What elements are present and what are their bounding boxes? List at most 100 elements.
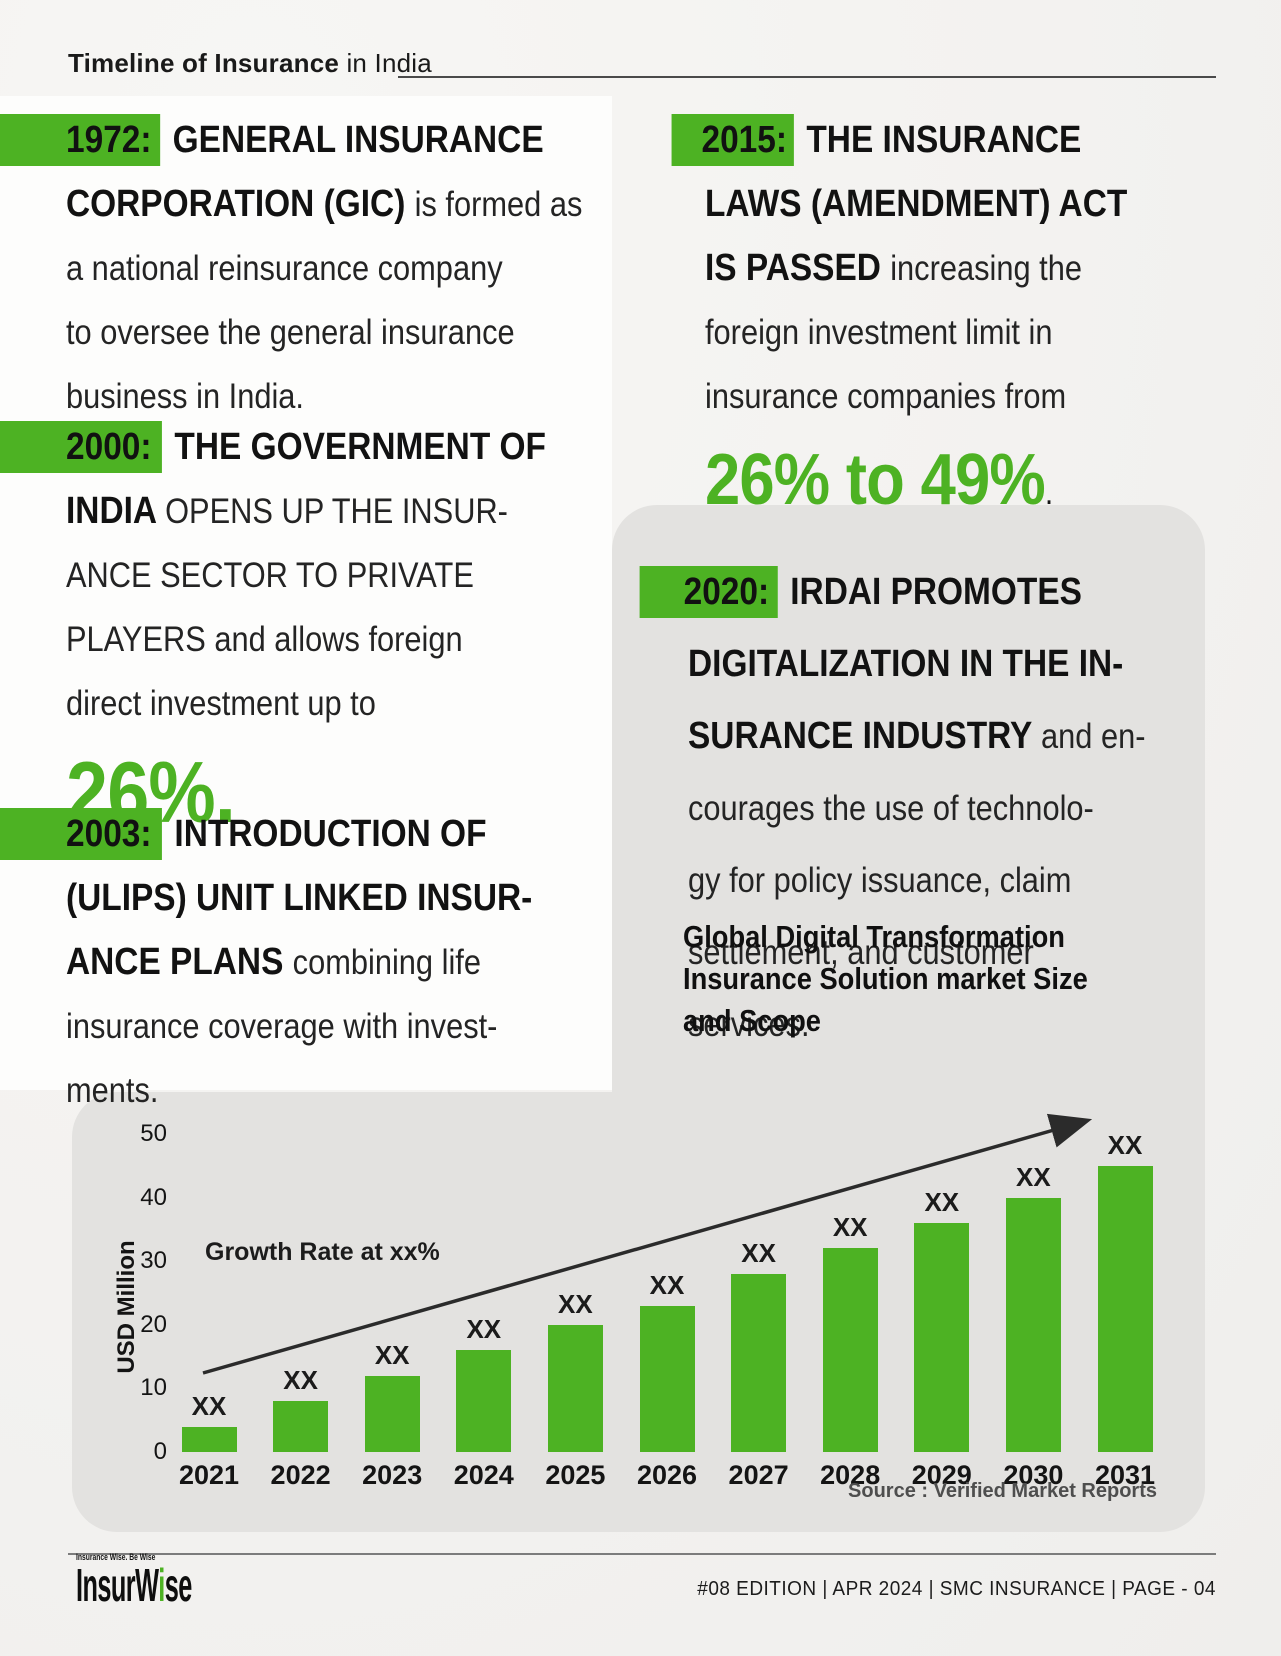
bar-value-label: XX <box>1107 1130 1143 1160</box>
bar-2023 <box>364 1376 420 1452</box>
y-tick: 0 <box>153 1438 167 1465</box>
entry-text: services. <box>688 1005 810 1044</box>
entry-text: ANCE PLANS <box>66 941 293 983</box>
entry-text: gy for policy issuance, claim <box>688 861 1072 900</box>
x-tick: 2031 <box>1094 1460 1156 1490</box>
entry-text: and en- <box>1041 717 1146 756</box>
entry-line: settlement, and customer <box>688 920 1145 992</box>
x-tick: 2029 <box>911 1460 972 1490</box>
left-column-panel <box>0 96 612 1090</box>
entry-text: settlement, and customer <box>688 933 1034 972</box>
entry-line: gy for policy issuance, claim <box>688 848 1145 920</box>
bar-value-label: XX <box>374 1340 410 1370</box>
entry-text: ANCE SECTOR TO PRIVATE <box>66 556 474 595</box>
entry-text: DIGITALIZATION IN THE IN- <box>688 643 1124 685</box>
entry-line: IS PASSED increasing the <box>705 240 1127 304</box>
entry-line: insurance companies from <box>705 368 1127 432</box>
bar-2026 <box>639 1306 695 1452</box>
bar-value-label: XX <box>924 1187 960 1217</box>
x-tick: 2022 <box>270 1460 331 1490</box>
entry-line: DIGITALIZATION IN THE IN- <box>688 632 1145 704</box>
entry-text: insurance coverage with invest- <box>66 1007 498 1046</box>
chart-title-line: Global Digital Transformation <box>683 919 1065 954</box>
entry-text: insurance companies from <box>705 377 1067 416</box>
timeline-entry-2020: 2020: IRDAI PROMOTES DIGITALIZATION IN THE… <box>639 560 1146 1064</box>
y-tick: 50 <box>140 1120 167 1147</box>
bar-value-label: XX <box>741 1238 776 1268</box>
y-tick: 40 <box>140 1183 167 1211</box>
x-tick: 2025 <box>545 1460 606 1490</box>
entry-line: (ULIPS) UNIT LINKED INSUR- <box>66 870 532 934</box>
entry-text: . <box>1044 474 1054 512</box>
entry-line: 1972: GENERAL INSURANCE <box>0 112 582 176</box>
bar-value-label: XX <box>558 1289 593 1319</box>
entry-line: business in India. <box>66 368 582 432</box>
chart-title-line: Insurance Solution market Size <box>683 961 1088 996</box>
x-tick: 2026 <box>636 1460 698 1490</box>
entry-text: THE GOVERNMENT OF <box>174 426 546 468</box>
timeline-entry-1972: 1972: GENERAL INSURANCE CORPORATION (GIC) … <box>0 112 583 432</box>
entry-line: ANCE SECTOR TO PRIVATE <box>66 547 546 611</box>
entry-text: INDIA <box>66 490 166 532</box>
entry-line: PLAYERS and allows foreign <box>66 611 546 675</box>
entry-line: LAWS (AMENDMENT) ACT <box>705 176 1127 240</box>
bar-2021 <box>181 1427 237 1452</box>
bar-2028 <box>822 1248 878 1452</box>
footer-rule <box>68 1553 1216 1555</box>
bar-2022 <box>273 1401 329 1452</box>
page-title-bold: Timeline of Insurance <box>68 48 340 78</box>
logo-part-i: i <box>158 1559 165 1611</box>
x-tick: 2027 <box>728 1460 789 1490</box>
year-badge: 2015: <box>671 114 795 166</box>
entry-line: to oversee the general insurance <box>66 304 582 368</box>
entry-line: 2020: IRDAI PROMOTES <box>639 560 1145 632</box>
entry-line: insurance coverage with invest- <box>66 998 532 1062</box>
year-badge: 2020: <box>639 566 778 618</box>
entry-text: LAWS (AMENDMENT) ACT <box>705 183 1128 225</box>
entry-text: to oversee the general insurance <box>66 313 515 352</box>
bar-chart: USD Million Growth Rate at xx% 0 10 20 30 40… <box>72 1092 1205 1532</box>
year-badge: 1972: <box>0 114 161 166</box>
entry-line: 2000: THE GOVERNMENT OF <box>0 419 546 483</box>
chart-title: Global Digital Transformation Insurance S… <box>683 916 1088 1042</box>
bar-value-label: XX <box>832 1212 868 1242</box>
entry-text: 26% to 49% <box>705 440 1046 520</box>
entry-line: direct investment up to <box>66 675 546 739</box>
bar-value-label: XX <box>191 1391 227 1421</box>
page-title: Timeline of Insurance in India <box>68 48 432 79</box>
year-badge: 2000: <box>0 421 163 473</box>
bar-2025 <box>547 1325 603 1452</box>
entry-line: 26% to 49%. <box>705 432 1127 548</box>
entry-text: (ULIPS) UNIT LINKED INSUR- <box>66 877 533 919</box>
entry-text: a national reinsurance company <box>66 249 503 288</box>
x-tick: 2030 <box>1003 1460 1064 1490</box>
entry-text: INTRODUCTION OF <box>174 813 487 855</box>
entry-text: CORPORATION (GIC) <box>66 183 415 225</box>
y-tick: 30 <box>140 1247 167 1275</box>
bars-container: 0 10 20 30 40 50 XX 2021 XX 2022 XX 2023 XX 2024 XX 202… <box>72 1092 1205 1532</box>
entry-text: foreign investment limit in <box>705 313 1053 352</box>
insurwise-logo: Insurance Wise. Be Wise InsurWise <box>76 1552 286 1608</box>
y-tick: 10 <box>140 1374 167 1402</box>
entry-text: increasing the <box>890 249 1082 288</box>
timeline-entry-2000: 2000: THE GOVERNMENT OF INDIA OPENS UP THE… <box>0 419 546 872</box>
x-tick: 2023 <box>362 1460 423 1490</box>
header-rule <box>398 76 1216 78</box>
timeline-entry-2003: 2003: INTRODUCTION OF (ULIPS) UNIT LINKED … <box>0 806 532 1126</box>
bar-2030 <box>1005 1198 1061 1452</box>
y-tick: 20 <box>140 1310 167 1338</box>
entry-text: business in India. <box>66 377 304 416</box>
entry-text: IRDAI PROMOTES <box>790 571 1082 613</box>
logo-wordmark: InsurWise <box>76 1562 192 1608</box>
bar-2029 <box>914 1223 970 1452</box>
entry-line: 2003: INTRODUCTION OF <box>0 806 532 870</box>
entry-line: courages the use of technolo- <box>688 776 1145 848</box>
entry-text: is formed as <box>414 185 583 224</box>
page-title-rest: in India <box>339 48 432 78</box>
timeline-entry-2015: 2015: THE INSURANCE LAWS (AMENDMENT) ACT IS… <box>671 112 1127 548</box>
chart-source: Source : Verified Market Reports <box>848 1480 1157 1502</box>
entry-text: direct investment up to <box>66 684 376 723</box>
x-tick: 2028 <box>820 1460 881 1490</box>
bar-2031 <box>1097 1166 1153 1452</box>
